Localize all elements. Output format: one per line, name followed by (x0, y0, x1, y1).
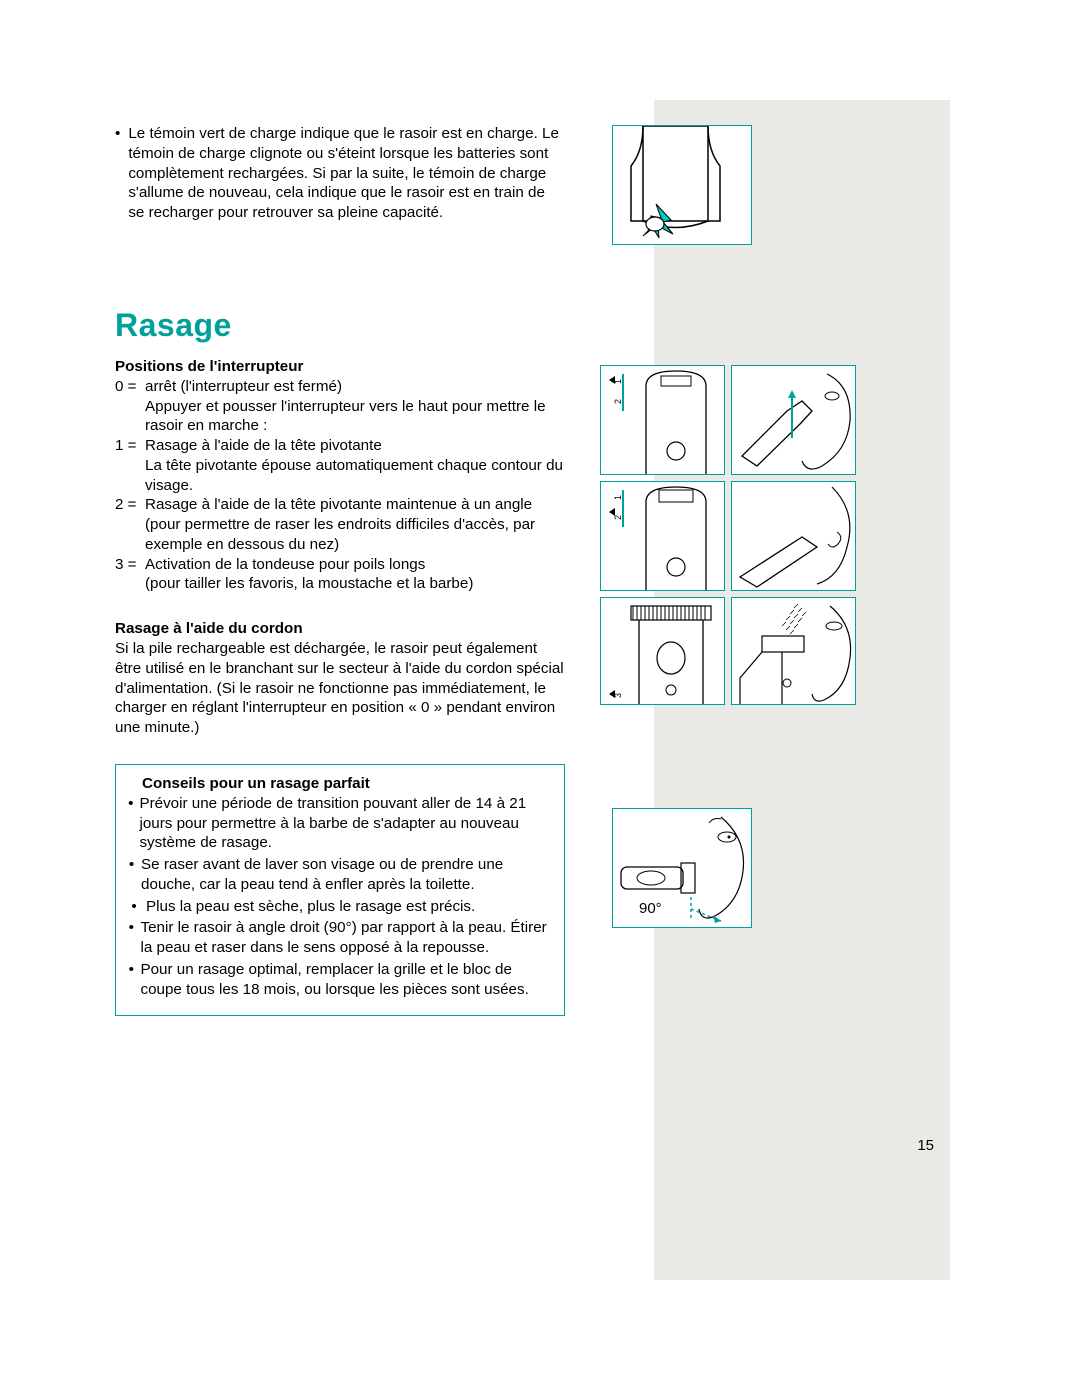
shaver-switch-icon: 1 2 (601, 366, 725, 475)
position-rest: (pour tailler les favoris, la moustache … (145, 575, 473, 592)
position-num: 0 = (115, 377, 145, 436)
position-lead: Rasage à l'aide de la tête pivotante (145, 437, 382, 454)
angle-label: 90° (639, 900, 662, 917)
position-rest: (pour permettre de raser les endroits di… (145, 516, 535, 553)
position-item: 0 = arrêt (l'interrupteur est fermé) App… (115, 377, 565, 436)
page-number: 15 (917, 1137, 934, 1154)
bullet-dot: • (128, 855, 135, 895)
list-item: • Plus la peau est sèche, plus le rasage … (128, 897, 552, 917)
bullet-dot: • (128, 794, 133, 853)
position-body: Rasage à l'aide de la tête pivotante mai… (145, 495, 565, 554)
bullet-dot: • (115, 124, 120, 223)
position-num: 2 = (115, 495, 145, 554)
position-body: Activation de la tondeuse pour poils lon… (145, 555, 565, 595)
content-column: • Le témoin vert de charge indique que l… (115, 124, 565, 1016)
bullet-dot: • (128, 960, 134, 1000)
bullet-dot: • (128, 918, 135, 958)
position-rest: La tête pivotante épouse automatiquement… (145, 457, 563, 494)
bullet-dot: • (128, 897, 140, 917)
figure-switch-pos2: 1 2 (600, 481, 725, 591)
svg-text:1: 1 (613, 379, 623, 384)
tip-text: Prévoir une période de transition pouvan… (139, 794, 552, 853)
position-item: 2 = Rasage à l'aide de la tête pivotante… (115, 495, 565, 554)
svg-text:3: 3 (613, 693, 623, 698)
position-item: 3 = Activation de la tondeuse pour poils… (115, 555, 565, 595)
face-sideburn-icon (732, 598, 856, 705)
position-lead: Rasage à l'aide de la tête pivotante mai… (145, 496, 532, 513)
figure-charging-light (612, 125, 752, 245)
position-item: 1 = Rasage à l'aide de la tête pivotante… (115, 436, 565, 495)
position-num: 3 = (115, 555, 145, 595)
position-body: arrêt (l'interrupteur est fermé) Appuyer… (145, 377, 565, 436)
cord-text: Si la pile rechargeable est déchargée, l… (115, 639, 565, 738)
position-lead: arrêt (l'interrupteur est fermé) (145, 378, 342, 395)
page: • Le témoin vert de charge indique que l… (0, 0, 1080, 1384)
section-title: Rasage (115, 307, 565, 344)
list-item: •Prévoir une période de transition pouva… (128, 794, 552, 853)
positions-list: 0 = arrêt (l'interrupteur est fermé) App… (115, 377, 565, 594)
svg-text:2: 2 (613, 515, 623, 520)
intro-bullet: • Le témoin vert de charge indique que l… (115, 124, 565, 223)
angle-90-icon: 90° (613, 809, 753, 929)
tip-text: Se raser avant de laver son visage ou de… (141, 855, 552, 895)
figure-face-trimmer (731, 597, 856, 705)
shaver-switch-icon: 1 2 (601, 482, 725, 591)
tip-text: Plus la peau est sèche, plus le rasage e… (146, 897, 475, 917)
figure-face-pos2 (731, 481, 856, 591)
tip-text: Tenir le rasoir à angle droit (90°) par … (141, 918, 553, 958)
position-body: Rasage à l'aide de la tête pivotante La … (145, 436, 565, 495)
svg-text:2: 2 (613, 399, 623, 404)
figure-angle: 90° (612, 808, 752, 928)
list-item: •Pour un rasage optimal, remplacer la gr… (128, 960, 552, 1000)
tips-box: Conseils pour un rasage parfait •Prévoir… (115, 764, 565, 1017)
charging-light-icon (613, 126, 753, 246)
positions-heading: Positions de l'interrupteur (115, 358, 565, 375)
face-undernose-icon (732, 482, 856, 591)
position-num: 1 = (115, 436, 145, 495)
figure-switch-pos1: 1 2 (600, 365, 725, 475)
svg-text:1: 1 (613, 495, 623, 500)
figure-switch-grid: 1 2 1 2 (600, 365, 862, 705)
position-lead: Activation de la tondeuse pour poils lon… (145, 556, 425, 573)
position-rest: Appuyer et pousser l'interrupteur vers l… (145, 398, 546, 435)
face-shave-icon (732, 366, 856, 475)
tips-heading: Conseils pour un rasage parfait (142, 775, 552, 792)
shaver-trimmer-icon: 3 (601, 598, 725, 705)
cord-heading: Rasage à l'aide du cordon (115, 620, 565, 637)
figure-switch-pos3: 3 (600, 597, 725, 705)
list-item: •Se raser avant de laver son visage ou d… (128, 855, 552, 895)
list-item: •Tenir le rasoir à angle droit (90°) par… (128, 918, 552, 958)
tip-text: Pour un rasage optimal, remplacer la gri… (140, 960, 552, 1000)
figure-face-pos1 (731, 365, 856, 475)
intro-text: Le témoin vert de charge indique que le … (128, 124, 565, 223)
tips-list: •Prévoir une période de transition pouva… (128, 794, 552, 1000)
